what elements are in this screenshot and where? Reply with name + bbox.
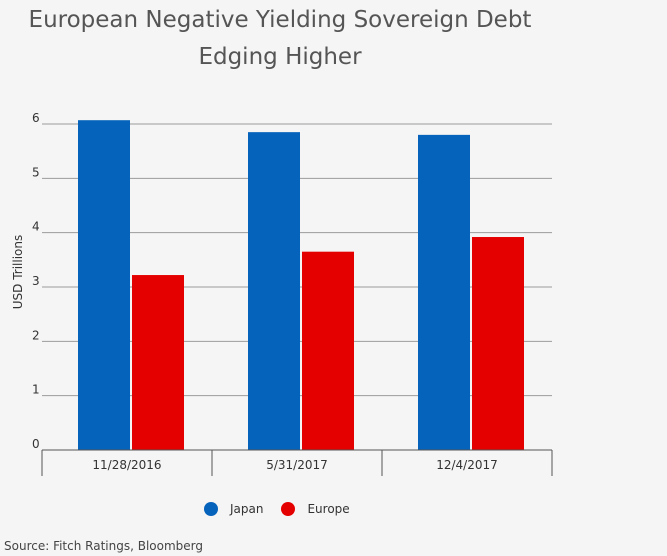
y-tick-label-0: 0 [32, 437, 40, 451]
y-tick-label-2: 2 [32, 328, 40, 342]
legend-swatch-japan [204, 502, 218, 516]
source-note: Source: Fitch Ratings, Bloomberg [4, 539, 204, 553]
y-tick-label-5: 5 [32, 165, 40, 179]
chart-title-line-1: European Negative Yielding Sovereign Deb… [28, 7, 532, 33]
legend-label-japan: Japan [230, 502, 264, 516]
y-tick-label-6: 6 [32, 111, 40, 125]
y-tick-label-1: 1 [32, 383, 40, 397]
bar-europe-2[interactable] [472, 237, 524, 450]
legend-item-japan[interactable]: Japan [204, 502, 263, 516]
legend-label-europe: Europe [307, 502, 350, 516]
y-tick-label-3: 3 [32, 274, 40, 288]
bar-japan-0[interactable] [78, 120, 130, 451]
chart-title: European Negative Yielding Sovereign Deb… [0, 2, 560, 76]
legend: Japan Europe [204, 502, 368, 516]
y-axis-label: USD Trillions [11, 235, 25, 310]
bars [78, 120, 524, 451]
legend-swatch-europe [281, 502, 296, 516]
bar-europe-1[interactable] [302, 251, 354, 450]
legend-item-europe[interactable]: Europe [281, 502, 350, 516]
chart-title-line-2: Edging Higher [198, 44, 362, 70]
bar-japan-2[interactable] [418, 134, 470, 450]
bar-europe-0[interactable] [132, 275, 184, 450]
x-tick-label-2: 12/4/2017 [436, 458, 498, 472]
bar-japan-1[interactable] [248, 132, 300, 450]
x-tick-label-1: 5/31/2017 [266, 458, 328, 472]
y-tick-label-4: 4 [32, 220, 40, 234]
x-tick-label-0: 11/28/2016 [92, 458, 161, 472]
axes: 0 1 2 3 4 5 6 11/28/2016 5/31/2017 12/4/2017 [32, 111, 553, 476]
